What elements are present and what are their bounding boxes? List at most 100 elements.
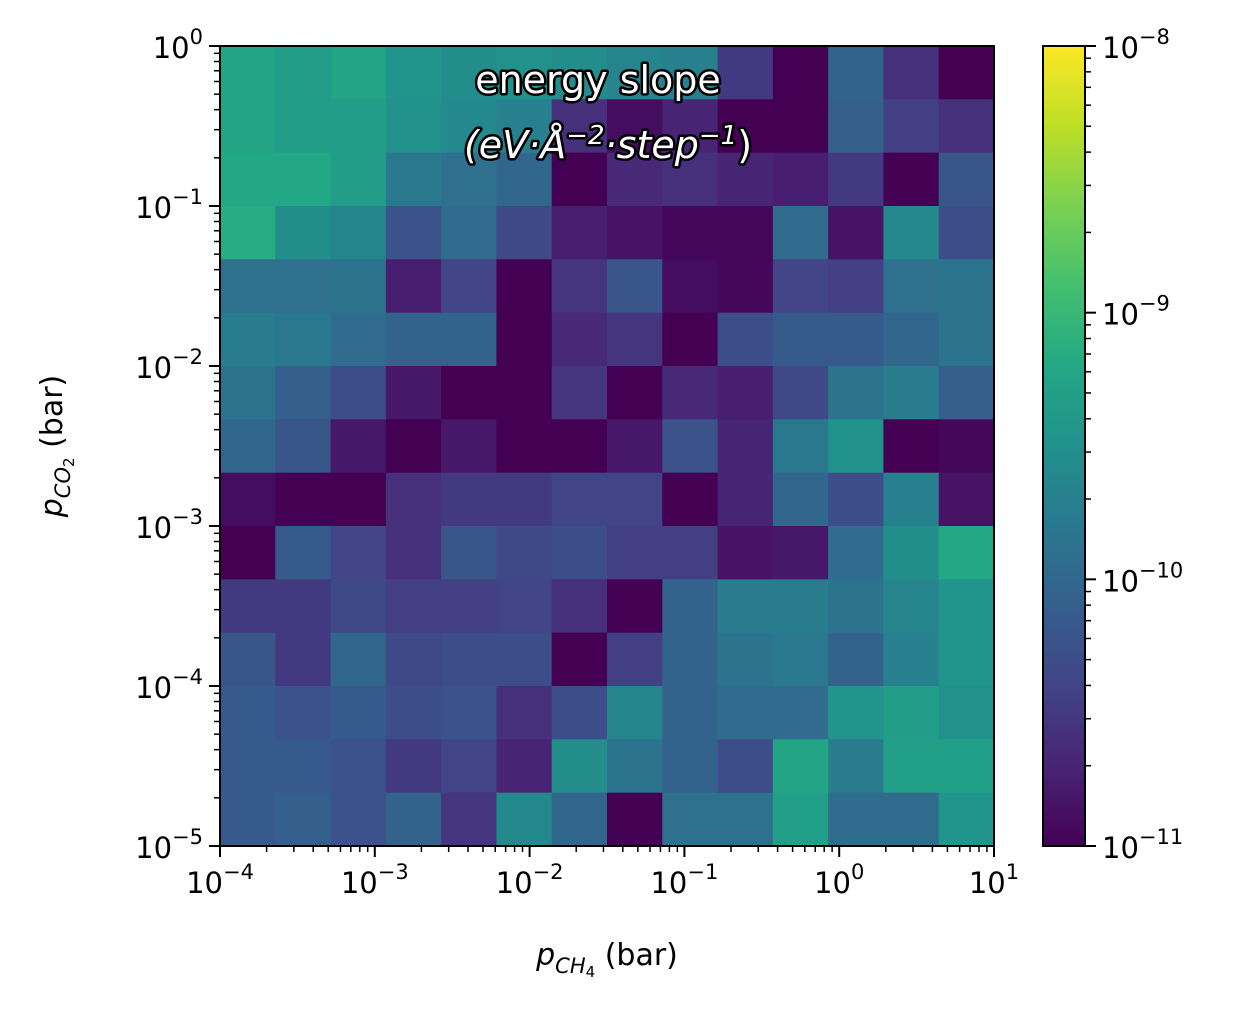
heatmap-cell xyxy=(496,632,553,687)
heatmap-cell xyxy=(607,632,663,687)
title-units-b: ·step xyxy=(605,123,699,167)
y-tick-label-base: 10 xyxy=(135,511,172,545)
heatmap-cell xyxy=(220,579,276,634)
colorbar-tick-label-base: 10 xyxy=(1102,564,1139,598)
heatmap-cell xyxy=(883,579,940,634)
heatmap-cell xyxy=(385,419,442,474)
heatmap-cell xyxy=(662,472,719,527)
heatmap-cell xyxy=(662,259,719,314)
heatmap-cell xyxy=(385,99,442,154)
heatmap-cell xyxy=(496,152,553,207)
x-label-sub: CH xyxy=(555,954,586,978)
heatmap-cell xyxy=(330,792,387,847)
heatmap-cell xyxy=(275,99,332,154)
heatmap-cell xyxy=(772,686,829,740)
title-units-exp1: −2 xyxy=(566,121,604,151)
heatmap-cell xyxy=(772,739,829,794)
heatmap-cell xyxy=(441,312,498,367)
heatmap-cell xyxy=(330,579,387,634)
x-tick-label-exponent: −4 xyxy=(223,860,254,884)
heatmap-cell xyxy=(607,792,663,847)
y-tick-label-exponent: 0 xyxy=(190,25,203,49)
x-tick-label-base: 10 xyxy=(186,866,223,900)
chart-title-units: (eV·Å−2·step−1) xyxy=(464,121,752,167)
heatmap-cell xyxy=(883,632,940,687)
x-label-var: p xyxy=(535,938,555,973)
heatmap-cell xyxy=(883,99,940,154)
heatmap-cell xyxy=(385,206,442,260)
heatmap-cell xyxy=(330,312,387,367)
heatmap-cell xyxy=(441,472,498,527)
heatmap-cell xyxy=(220,686,276,740)
heatmap-cell xyxy=(385,472,442,527)
plot-frame xyxy=(219,45,995,847)
heatmap-cell xyxy=(551,312,608,367)
heatmap-cell xyxy=(883,792,940,847)
heatmap-cell xyxy=(828,739,885,794)
heatmap-cell xyxy=(441,206,498,260)
heatmap-cell xyxy=(662,739,719,794)
heatmap-cell xyxy=(938,686,995,740)
y-tick-label: 100 xyxy=(153,25,203,65)
heatmap-cell xyxy=(662,419,719,474)
heatmap-cell xyxy=(496,739,553,794)
heatmap-cell xyxy=(551,419,608,474)
heatmap-cell xyxy=(772,632,829,687)
heatmap-cell xyxy=(330,526,387,580)
heatmap-cell xyxy=(662,366,719,420)
heatmap-cell xyxy=(330,686,387,740)
heatmap-cell xyxy=(717,579,774,634)
heatmap-cell xyxy=(828,792,885,847)
heatmap-cell xyxy=(607,259,663,314)
y-tick-label-exponent: −1 xyxy=(172,185,203,209)
heatmap-cell xyxy=(717,152,774,207)
heatmap-cell xyxy=(883,739,940,794)
heatmap-cell xyxy=(607,366,663,420)
heatmap-cell xyxy=(441,686,498,740)
heatmap-cell xyxy=(496,792,553,847)
heatmap-cell xyxy=(938,792,995,847)
y-tick-label-base: 10 xyxy=(153,31,190,65)
heatmap-cell xyxy=(551,632,608,687)
colorbar-tick-label: 10−8 xyxy=(1102,25,1170,65)
heatmap-cell xyxy=(938,46,995,100)
heatmap-cell xyxy=(385,686,442,740)
heatmap-cell xyxy=(551,526,608,580)
heatmap-cell xyxy=(275,579,332,634)
heatmap-cell xyxy=(220,472,276,527)
heatmap-cell xyxy=(717,792,774,847)
heatmap-cell xyxy=(662,152,719,207)
heatmap-cell xyxy=(772,472,829,527)
heatmap-cell xyxy=(441,739,498,794)
colorbar-tick-label-base: 10 xyxy=(1102,831,1139,865)
colorbar-tick-label-base: 10 xyxy=(1102,31,1139,65)
heatmap-cell xyxy=(441,526,498,580)
heatmap-cell xyxy=(551,152,608,207)
heatmap-cell xyxy=(662,312,719,367)
heatmap-cell xyxy=(772,152,829,207)
heatmap-cell xyxy=(441,46,498,100)
heatmap-cell xyxy=(496,366,553,420)
y-label-var: p xyxy=(35,498,70,518)
heatmap-cell xyxy=(772,312,829,367)
colorbar-tick-label: 10−9 xyxy=(1102,292,1170,332)
y-tick-label-base: 10 xyxy=(135,191,172,225)
heatmap-cell xyxy=(607,206,663,260)
heatmap-cell xyxy=(938,312,995,367)
heatmap-cell xyxy=(551,206,608,260)
x-tick-label: 10−3 xyxy=(341,860,409,900)
heatmap-cell xyxy=(828,472,885,527)
heatmap-cell xyxy=(772,366,829,420)
heatmap-cell xyxy=(385,739,442,794)
heatmap-cell xyxy=(441,792,498,847)
x-label-sub2: 4 xyxy=(586,963,596,981)
heatmap-cell xyxy=(275,739,332,794)
heatmap-cell xyxy=(607,46,663,100)
heatmap-cell xyxy=(828,526,885,580)
heatmap-cell xyxy=(385,259,442,314)
heatmap-cell xyxy=(717,419,774,474)
heatmap-cell xyxy=(275,526,332,580)
heatmap-cell xyxy=(551,792,608,847)
heatmap-cell xyxy=(330,46,387,100)
heatmap-cell xyxy=(828,99,885,154)
